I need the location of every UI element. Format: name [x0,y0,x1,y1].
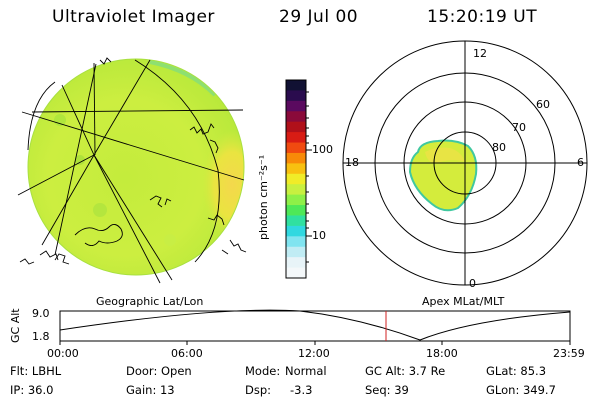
colorbar-segment [286,257,306,269]
orbit-altitude-curve [59,309,571,341]
geographic-image [27,58,245,276]
door-info: Door: Open [126,364,192,378]
polar-lat-60: 60 [536,98,550,111]
colorbar-segment [286,205,306,216]
orbit-y-top: 9.0 [32,307,50,320]
colorbar-segment [286,246,306,258]
dsp-label: Dsp: [245,383,272,397]
glon-info: GLon: 349.7 [486,383,556,397]
image-date: 29 Jul 00 [279,7,359,27]
colorbar-segment [286,132,306,144]
polar-mlt-18: 18 [345,156,359,169]
colorbar-segment [286,236,306,248]
colorbar-segment [286,142,306,154]
colorbar-frame [285,79,307,279]
orbit-plot [59,309,571,345]
gain-info: Gain: 13 [126,383,175,397]
polar-mlt-12: 12 [473,47,487,60]
polar-mlt-0: 0 [469,277,476,290]
orbit-xtick-1800: 18:00 [426,347,458,360]
seq-info: Seq: 39 [365,383,409,397]
ip-info: IP: 36.0 [10,383,54,397]
colorbar-segment [286,215,306,227]
polar-panel-label: Apex MLat/MLT [422,295,505,308]
orbit-xtick-1200: 12:00 [298,347,330,360]
geo-grid-lines [17,59,245,284]
app-title: Ultraviolet Imager [52,7,215,27]
aurora-bright-region [425,147,465,163]
filter-info: Flt: LBHL [10,364,62,378]
orbit-xtick-2359: 23:59 [553,347,585,360]
polar-lat-80: 80 [492,141,506,154]
colorbar-segment [286,225,306,237]
colorbar-segment [286,152,306,164]
colorbar-segment [286,100,306,112]
colorbar-segment [286,121,306,133]
image-time: 15:20:19 UT [427,7,538,27]
colorbar [286,80,306,279]
colorbar-tick-10: 10 [312,229,326,242]
colorbar-segment [286,80,306,91]
mode-label: Mode: [245,364,281,378]
orbit-y-bottom: 1.8 [32,330,50,343]
colorbar-segment [286,111,306,123]
orbit-xtick-0600: 06:00 [171,347,203,360]
dsp-value: -3.3 [290,383,313,397]
dayside-glow [202,130,244,240]
polar-lat-70: 70 [512,121,526,134]
mode-value: Normal [285,364,327,378]
colorbar-segment [286,163,306,175]
colorbar-segment [286,90,306,102]
polar-mlt-6: 6 [577,156,584,169]
geographic-panel-label: Geographic Lat/Lon [96,295,204,308]
colorbar-unit-label: photon cm⁻²s⁻¹ [257,154,270,240]
colorbar-segment [286,184,306,196]
colorbar-segment [286,267,306,279]
colorbar-segment [286,194,306,206]
gc-alt-info: GC Alt: 3.7 Re [365,364,446,378]
orbit-xtick-0000: 00:00 [47,347,79,360]
polar-plot [342,40,588,286]
glat-info: GLat: 85.3 [486,364,547,378]
coastlines [19,57,247,265]
colorbar-ticks [306,91,312,263]
orbit-ylabel: GC Alt [9,308,22,343]
colorbar-segment [286,173,306,185]
colorbar-tick-100: 100 [312,143,333,156]
